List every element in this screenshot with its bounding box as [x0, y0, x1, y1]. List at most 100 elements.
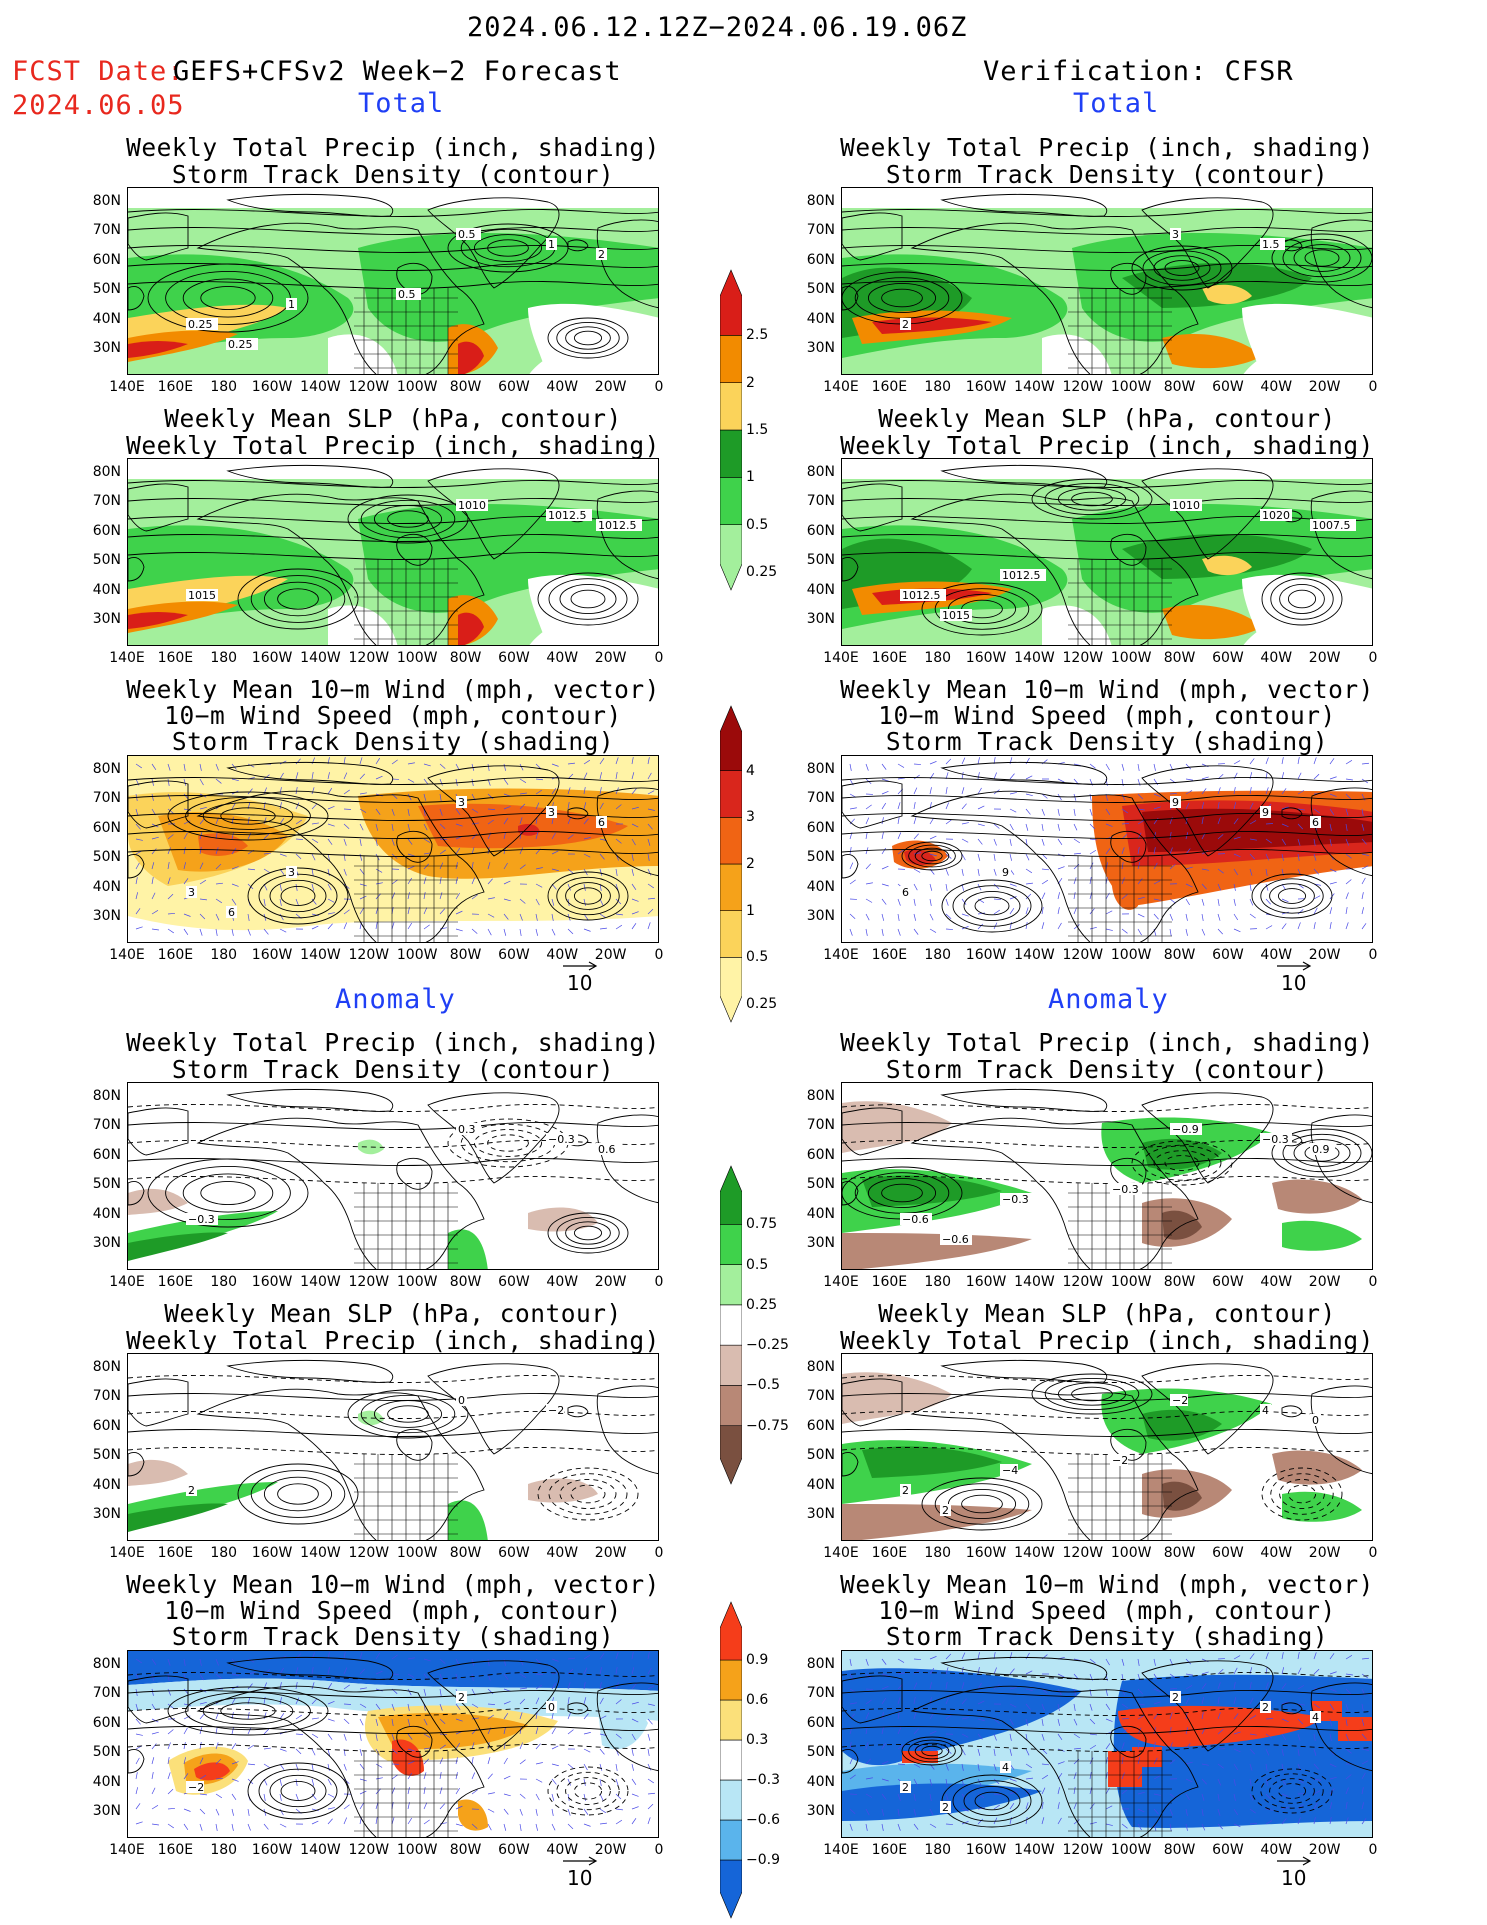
lon-tick-label: 80W: [449, 947, 482, 963]
contour-label-bg: [546, 1404, 564, 1416]
lat-tick-label: 40N: [92, 878, 121, 895]
lon-tick-label: 20W: [594, 1842, 627, 1858]
lon-tick-label: 160E: [157, 1274, 194, 1290]
lon-tick-label: 80W: [1163, 947, 1196, 963]
lat-tick-label: 50N: [806, 849, 835, 866]
contour-label: 6: [1312, 816, 1319, 829]
lon-tick-label: 140E: [109, 1545, 145, 1561]
lon-tick-label: 160W: [965, 650, 1007, 666]
lon-tick-label: 60W: [1212, 650, 1244, 666]
lat-tick-label: 30N: [92, 908, 121, 924]
lon-tick-label: 0: [1368, 650, 1378, 666]
lon-tick-label: 40W: [1260, 650, 1293, 666]
lat-tick-label: 70N: [92, 790, 121, 807]
lat-tick-label: 70N: [806, 790, 835, 807]
lon-tick-label: 140W: [1014, 1274, 1055, 1290]
lon-tick-label: 80W: [449, 1842, 482, 1858]
lon-tick-label: 20W: [594, 947, 627, 963]
lon-tick-label: 140W: [300, 1545, 341, 1561]
contour-label-bg: [940, 1504, 951, 1516]
contour-label-bg: [1310, 1414, 1321, 1426]
lon-tick-label: 0: [1368, 1274, 1378, 1290]
panel-title: Storm Track Density (shading): [885, 1622, 1329, 1651]
lon-tick-label: 140E: [823, 1842, 859, 1858]
contour-label: 2: [942, 1801, 949, 1814]
contour-label-bg: [1110, 1454, 1128, 1466]
panel-title: Storm Track Density (contour): [885, 160, 1329, 189]
lon-tick-label: 100W: [1110, 1545, 1152, 1561]
panel-title: 10−m Wind Speed (mph, contour): [878, 1596, 1336, 1625]
lon-tick-label: 60W: [1212, 1545, 1244, 1561]
lon-tick-label: 40W: [1260, 1842, 1293, 1858]
lon-tick-label: 40W: [546, 650, 579, 666]
lat-tick-label: 60N: [806, 1417, 835, 1434]
contour-label: 6: [902, 886, 909, 899]
panel-title: Weekly Total Precip (inch, shading): [126, 133, 660, 162]
lon-tick-label: 160W: [251, 1842, 293, 1858]
contour-label-bg: [940, 609, 972, 621]
map-panel-slp_precip-r-total: 1012.5 1010 1020 1007.5 1012.5 1015: [841, 458, 1373, 646]
lat-tick-label: 70N: [92, 1685, 121, 1702]
lon-tick-label: 120W: [348, 947, 390, 963]
contour-layer: [128, 1375, 658, 1525]
lon-tick-label: 80W: [449, 1545, 482, 1561]
contour-label: −0.3: [548, 1133, 575, 1146]
contour-label: 6: [228, 906, 235, 919]
lat-tick-label: 40N: [806, 1773, 835, 1790]
contour-label-bg: [186, 589, 218, 601]
lon-tick-label: 120W: [1062, 379, 1104, 395]
contour-label-bg: [456, 1691, 467, 1703]
contour-label: 1015: [188, 589, 216, 602]
lon-tick-label: 20W: [1308, 1545, 1341, 1561]
lon-tick-label: 120W: [348, 650, 390, 666]
contour-label: 3: [458, 796, 465, 809]
lat-tick-label: 30N: [806, 611, 835, 627]
lon-tick-label: 60W: [1212, 1274, 1244, 1290]
lon-tick-label: 80W: [449, 650, 482, 666]
state-borders: [1068, 1751, 1172, 1837]
contour-label: −0.3: [1262, 1133, 1289, 1146]
panel-title: 10−m Wind Speed (mph, contour): [164, 1596, 622, 1625]
contour-label-bg: [186, 1484, 197, 1496]
panel-title: Storm Track Density (contour): [171, 160, 615, 189]
contour-label: −0.3: [1112, 1183, 1139, 1196]
contour-label: 1012.5: [598, 519, 637, 532]
lon-tick-label: 80W: [449, 379, 482, 395]
lat-tick-label: 30N: [806, 908, 835, 924]
verification-source: Verification: CFSR: [983, 56, 1294, 87]
lon-tick-label: 0: [654, 1842, 664, 1858]
contour-label: 2: [1262, 1701, 1269, 1714]
panel-title: Storm Track Density (shading): [171, 1622, 615, 1651]
contour-label: −2: [188, 1781, 204, 1794]
lon-tick-label: 20W: [1308, 650, 1341, 666]
contour-label-bg: [1000, 866, 1011, 878]
lat-tick-label: 30N: [92, 611, 121, 627]
contour-label-bg: [1170, 499, 1202, 511]
lon-tick-label: 180: [924, 1545, 952, 1561]
lon-tick-label: 140W: [1014, 947, 1055, 963]
lon-tick-label: 20W: [1308, 947, 1341, 963]
colorbar-tick-label: 0.9: [746, 1652, 769, 1668]
lon-tick-label: 40W: [546, 1545, 579, 1561]
panel-title: Weekly Mean 10−m Wind (mph, vector): [126, 1570, 660, 1599]
lon-tick-label: 80W: [1163, 379, 1196, 395]
lat-tick-label: 80N: [806, 1359, 835, 1375]
contour-label-bg: [1260, 806, 1271, 818]
lon-tick-label: 160E: [157, 379, 194, 395]
contour-label-bg: [596, 1143, 621, 1155]
lon-tick-label: 160E: [871, 1842, 908, 1858]
contour-label-bg: [900, 1781, 911, 1793]
lon-tick-label: 40W: [546, 1274, 579, 1290]
contour-label: 0.25: [188, 318, 213, 331]
lon-tick-label: 140E: [823, 1545, 859, 1561]
lon-tick-label: 160W: [965, 947, 1007, 963]
contour-label: 1.5: [1262, 238, 1280, 251]
vector-reference-arrow: [1277, 961, 1312, 971]
lon-tick-label: 60W: [1212, 947, 1244, 963]
lon-tick-label: 20W: [1308, 379, 1341, 395]
contour-label-bg: [456, 499, 488, 511]
lat-tick-label: 70N: [806, 1117, 835, 1134]
contour-label: −0.6: [942, 1233, 969, 1246]
lon-tick-label: 120W: [348, 1545, 390, 1561]
contour-label: 3: [1172, 228, 1179, 241]
